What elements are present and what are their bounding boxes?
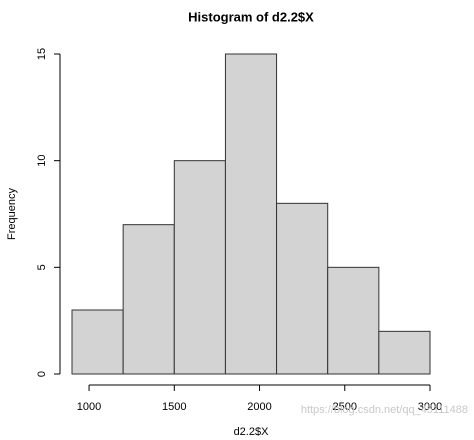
y-tick-label: 0 — [36, 371, 48, 377]
x-tick-label: 3000 — [418, 401, 442, 413]
x-tick-label: 1500 — [162, 401, 186, 413]
x-axis-label: d2.2$X — [234, 426, 270, 438]
bar — [327, 266, 380, 375]
bar — [71, 309, 124, 375]
bar — [276, 202, 329, 375]
bar — [378, 330, 431, 375]
x-tick-label: 2500 — [333, 401, 357, 413]
bar — [122, 224, 175, 375]
bar — [224, 53, 278, 375]
x-tick-label: 1000 — [77, 401, 101, 413]
x-tick-label: 2000 — [247, 401, 271, 413]
y-tick-label: 5 — [36, 264, 48, 270]
y-tick-label: 10 — [36, 155, 48, 167]
y-tick-label: 15 — [36, 48, 48, 60]
y-axis-label: Frequency — [6, 188, 18, 240]
bar — [173, 160, 226, 375]
chart-title: Histogram of d2.2$X — [188, 9, 314, 24]
watermark: https://blog.csdn.net/qq_45111488 — [301, 404, 468, 416]
